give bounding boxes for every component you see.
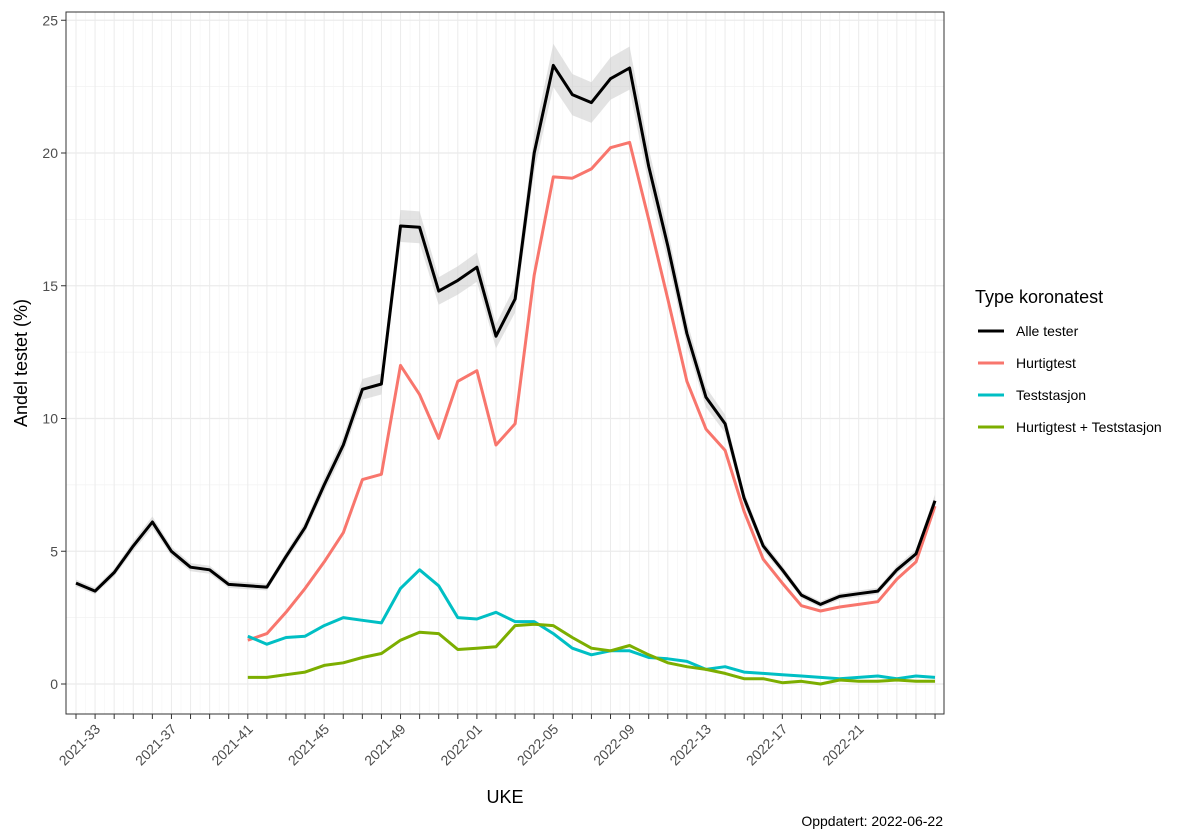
x-tick-label: 2021-37 xyxy=(132,721,180,769)
legend-label: Hurtigtest xyxy=(1016,355,1076,371)
legend-label: Teststasjon xyxy=(1016,387,1086,403)
series-line-hurtigtest-teststasjon xyxy=(247,622,935,686)
confidence-ribbons xyxy=(76,43,935,608)
x-tick-label: 2021-45 xyxy=(285,721,333,769)
legend-items: Alle tester Hurtigtest Teststasjon Hurtigte… xyxy=(978,323,1162,435)
legend-label: Alle tester xyxy=(1016,323,1079,339)
caption: Oppdatert: 2022-06-22 xyxy=(801,813,943,829)
x-tick-label: 2021-49 xyxy=(361,721,409,769)
panel-border xyxy=(65,11,945,715)
grid-major xyxy=(66,12,944,714)
series-line-alle-tester xyxy=(75,63,937,606)
x-tick-label: 2022-05 xyxy=(514,721,562,769)
y-axis-title: Andel testet (%) xyxy=(11,299,31,427)
series-lines xyxy=(75,63,937,686)
y-tick-label: 25 xyxy=(42,12,58,28)
ribbon-alle-tester xyxy=(76,43,935,608)
series-line-hurtigtest xyxy=(247,140,937,642)
legend-label: Hurtigtest + Teststasjon xyxy=(1016,419,1162,435)
y-tick-label: 0 xyxy=(50,676,58,692)
x-tick-label: 2021-33 xyxy=(56,721,104,769)
y-axis: 0 5 10 15 20 25 xyxy=(42,12,66,692)
x-tick-label: 2022-17 xyxy=(743,721,791,769)
y-tick-label: 20 xyxy=(42,145,58,161)
x-tick-label: 2022-21 xyxy=(819,721,867,769)
panel-background xyxy=(66,12,944,714)
y-tick-label: 10 xyxy=(42,411,58,427)
grid-minor xyxy=(66,12,944,714)
series-line-teststasjon xyxy=(247,568,936,681)
x-tick-label: 2022-09 xyxy=(590,721,638,769)
y-tick-label: 5 xyxy=(50,543,58,559)
legend-title: Type koronatest xyxy=(975,287,1103,307)
x-axis: 2021-33 2021-37 2021-41 2021-45 2021-49 2022-… xyxy=(56,714,936,769)
legend: Type koronatest Alle tester Hurtigtest Tes… xyxy=(975,287,1162,435)
y-tick-label: 15 xyxy=(42,278,58,294)
x-tick-label: 2022-01 xyxy=(437,721,485,769)
x-tick-label: 2021-41 xyxy=(208,721,256,769)
x-axis-title: UKE xyxy=(486,787,523,807)
x-tick-label: 2022-13 xyxy=(666,721,714,769)
